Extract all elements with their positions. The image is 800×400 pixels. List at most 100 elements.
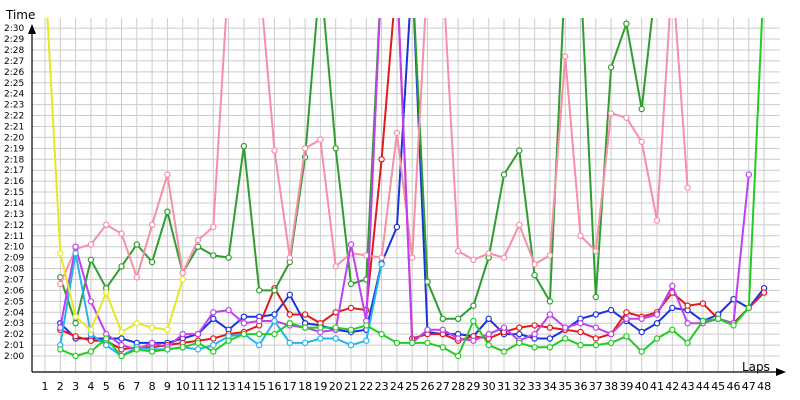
x-tick-label: 39: [619, 380, 633, 393]
y-tick-label: 2:23: [4, 101, 24, 111]
series-7-point: [225, 337, 232, 344]
series-7-point: [653, 335, 661, 342]
series-1-point: [72, 333, 79, 340]
series-7-point: [363, 322, 370, 329]
series-7-point: [210, 348, 217, 355]
x-tick-label: 19: [313, 380, 327, 393]
series-2-point: [148, 258, 156, 266]
y-tick-label: 2:02: [4, 330, 24, 340]
y-tick-labels: 2:002:012:022:032:042:052:062:072:082:09…: [4, 24, 24, 362]
series-0-point: [485, 315, 492, 322]
x-tick-label: 43: [681, 380, 695, 393]
x-axis-title: Laps: [742, 360, 770, 374]
series-3-point: [179, 269, 186, 277]
series-2-point: [240, 142, 248, 150]
series-7-point: [133, 346, 140, 353]
series-0-point: [546, 335, 554, 342]
series-3: [57, 18, 691, 288]
series-4-point: [638, 315, 645, 322]
series-0-point: [669, 304, 676, 312]
x-tick-label: 25: [405, 380, 419, 393]
series-7-point: [607, 339, 615, 347]
y-tick-label: 2:01: [4, 341, 24, 351]
y-tick-label: 2:04: [4, 308, 24, 318]
series-4-point: [439, 326, 446, 333]
x-tick-label: 38: [604, 380, 618, 393]
series-5-point: [72, 250, 79, 257]
series-2-point: [500, 171, 508, 178]
series-3-point: [194, 236, 202, 244]
y-axis-title: Time: [5, 8, 35, 22]
series-7-point: [516, 339, 523, 347]
series-6-point: [57, 250, 64, 257]
x-tick-label: 48: [757, 380, 771, 393]
series-1-point: [760, 289, 768, 296]
series-6-point: [133, 320, 140, 327]
series-5-point: [363, 337, 370, 344]
series-2-point: [72, 320, 79, 327]
series-0-point: [592, 311, 600, 318]
series-2-point: [623, 20, 630, 27]
series-7-point: [332, 324, 339, 331]
x-tick-label: 24: [390, 380, 404, 393]
series-2-point: [133, 241, 140, 248]
x-tick-label: 9: [164, 380, 171, 393]
series-3-point: [317, 136, 324, 143]
series-5-point: [332, 335, 339, 342]
series-2-point: [210, 252, 217, 259]
series-4-point: [454, 335, 462, 342]
series-4-point: [607, 330, 615, 338]
x-tick-label: 28: [451, 380, 465, 393]
x-tick-label: 36: [574, 380, 588, 393]
series-3-point: [562, 53, 569, 60]
series-7-point: [454, 352, 462, 360]
series-3-point: [271, 147, 278, 154]
y-tick-label: 2:22: [4, 112, 24, 122]
y-tick-label: 2:29: [4, 35, 24, 45]
series-3-point: [286, 254, 293, 261]
series-4-point: [148, 339, 156, 347]
series-0-point: [118, 335, 125, 342]
y-tick-label: 2:17: [4, 166, 24, 176]
series-7-point: [393, 339, 401, 347]
y-tick-label: 2:16: [4, 177, 24, 187]
series-4-point: [531, 330, 538, 338]
series-3-point: [57, 280, 64, 288]
series-7-point: [669, 326, 676, 333]
series-4-point: [240, 320, 248, 327]
x-tick-label: 27: [436, 380, 450, 393]
series-7-point: [531, 344, 538, 351]
series-4-point: [485, 330, 492, 338]
series-3-point: [470, 256, 477, 263]
series-3-point: [684, 184, 691, 191]
series-7-point: [179, 344, 186, 351]
y-tick-label: 2:10: [4, 243, 24, 253]
series-2-point: [118, 263, 125, 270]
series-4-point: [470, 337, 477, 344]
x-tick-label: 13: [222, 380, 236, 393]
y-tick-label: 2:00: [4, 352, 24, 362]
series-7-point: [439, 344, 446, 351]
y-tick-label: 2:19: [4, 144, 24, 154]
x-tick-labels: 1 2 3 4 5 6 7 8 9 10 11 12 13 14 15 16 17 18 19 20 21 22 23 24 2…: [42, 380, 772, 393]
series-7-point: [715, 315, 722, 322]
series-7-point: [347, 326, 355, 333]
y-tick-label: 2:27: [4, 57, 24, 67]
series-1-point: [347, 304, 355, 312]
series-layer: [46, 18, 768, 360]
series-0-point: [286, 291, 293, 298]
series-7-point: [500, 348, 508, 355]
series-4-point: [500, 324, 508, 331]
series-5-point: [256, 341, 263, 349]
series-5-point: [317, 335, 324, 342]
series-7-point: [699, 317, 707, 325]
series-7-point: [409, 339, 416, 347]
series-7-point: [730, 322, 737, 329]
series-7-point: [271, 330, 278, 338]
series-6-point: [118, 328, 125, 336]
series-7-point: [378, 330, 385, 338]
series-4-point: [347, 241, 355, 248]
series-7-point: [256, 330, 263, 338]
series-2-point: [424, 278, 431, 285]
y-tick-label: 2:06: [4, 286, 24, 296]
